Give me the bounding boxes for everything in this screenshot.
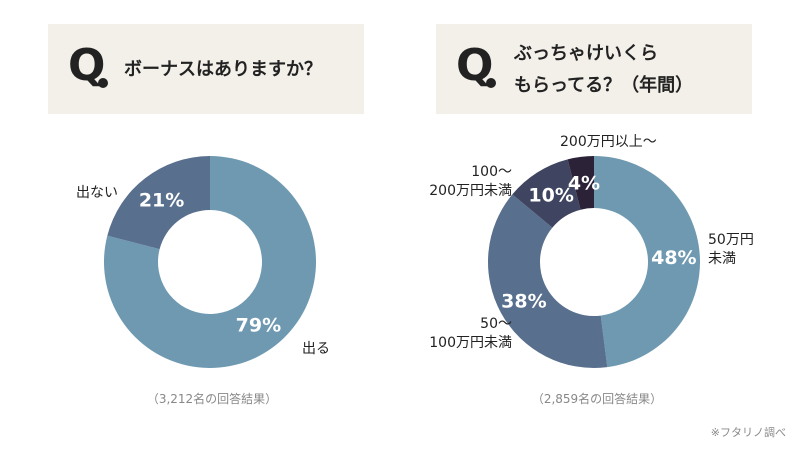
- donut-slice: [512, 159, 581, 228]
- question-text-line-1: ぶっちゃけいくら: [514, 43, 658, 64]
- donut-slice: [103, 156, 316, 369]
- question-box-2: Q ぶっちゃけいくら もらってる？（年間）: [436, 24, 752, 114]
- category-label: 50〜 100万円未満: [429, 316, 512, 351]
- chart-1-caption: （3,212名の回答結果）: [146, 392, 278, 406]
- q-dot: [486, 78, 496, 88]
- donut-slice: [488, 194, 608, 368]
- chart-2-caption: （2,859名の回答結果）: [531, 392, 663, 406]
- slice-value-label: 10%: [528, 184, 573, 206]
- category-label: 200万円以上〜: [560, 134, 657, 150]
- source-note: ※フタリノ調べ: [710, 426, 786, 439]
- category-label: 100〜 200万円未満: [429, 164, 512, 199]
- slice-value-label: 38%: [501, 291, 546, 313]
- slice-value-label: 21%: [139, 190, 184, 212]
- donut-slice: [567, 156, 594, 210]
- chart-bonus-existence: 79% 21% 出る 出ない: [76, 156, 330, 369]
- q-dot: [98, 78, 108, 88]
- category-label: 50万円未満: [708, 232, 754, 267]
- chart-bonus-amount: 48% 38% 10%4% 50万円未満 50〜 100万円未満 100〜 200万円未満 20…: [429, 134, 754, 368]
- slice-value-label: 48%: [651, 247, 696, 269]
- question-text: ボーナスはありますか？: [124, 59, 322, 80]
- category-label: 出る: [302, 341, 330, 357]
- question-text-line-2: もらってる？（年間）: [514, 75, 694, 96]
- category-label: 出ない: [76, 185, 118, 201]
- question-box-1: Q ボーナスはありますか？: [48, 24, 364, 114]
- donut-slice: [594, 156, 700, 368]
- donut-slice: [107, 156, 210, 250]
- slice-value-label: 4%: [568, 173, 600, 195]
- slice-value-label: 79%: [236, 314, 281, 336]
